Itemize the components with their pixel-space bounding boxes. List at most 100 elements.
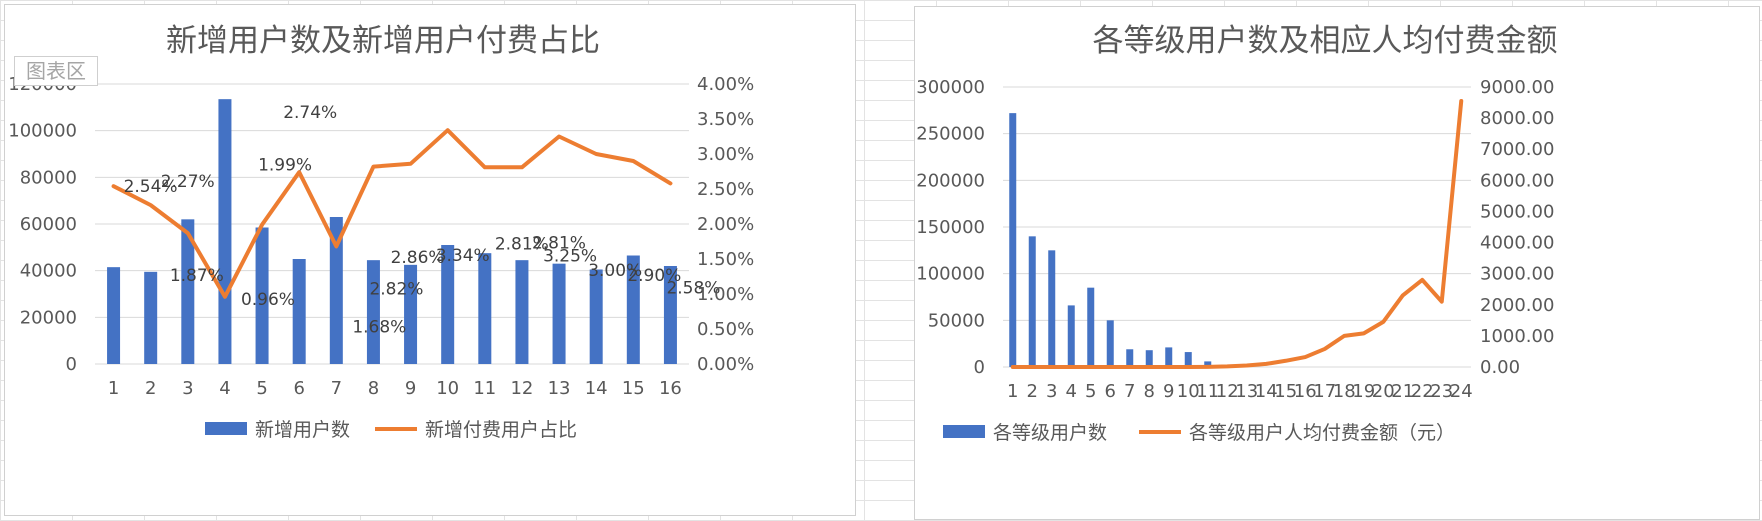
y-left-tick-label: 100000	[8, 121, 77, 142]
x-tick-label: 17	[1313, 381, 1336, 402]
data-label: 2.74%	[283, 103, 337, 123]
y-left-tick-label: 150000	[916, 217, 985, 238]
data-label: 1.99%	[258, 156, 312, 176]
bar	[515, 260, 529, 364]
bar	[1009, 113, 1017, 367]
y-right-tick-label: 1000.00	[1480, 326, 1554, 347]
bar	[292, 259, 306, 364]
x-tick-label: 3	[182, 378, 193, 399]
chart-1-svg: 新增用户数及新增用户付费占比 2.54%2.27% 1.87% 0.96% 1.99%…	[8, 23, 754, 441]
bar	[663, 266, 677, 364]
y-right-tick-label: 1.50%	[697, 249, 754, 270]
x-tick-label: 9	[405, 378, 416, 399]
bar	[626, 255, 640, 364]
bar	[144, 271, 158, 364]
data-label: 2.90%	[627, 266, 681, 286]
x-tick-label: 2	[1027, 381, 1038, 402]
bar	[441, 245, 455, 364]
legend-line-label: 各等级用户人均付费金额（元）	[1189, 422, 1455, 444]
legend-bar-label: 各等级用户数	[993, 422, 1107, 444]
y-right-tick-label: 3.50%	[697, 109, 754, 130]
y-right-tick-label: 3.00%	[697, 144, 754, 165]
x-tick-label: 16	[1294, 381, 1317, 402]
x-tick-label: 13	[548, 378, 571, 399]
y-left-tick-label: 60000	[20, 214, 77, 235]
y-right-tick-label: 9000.00	[1480, 77, 1554, 98]
x-tick-label: 15	[622, 378, 645, 399]
bar	[1087, 287, 1095, 367]
y-right-tick-label: 2000.00	[1480, 295, 1554, 316]
y-left-tick-label: 20000	[20, 307, 77, 328]
data-label: 2.58%	[666, 278, 720, 298]
chart-area-label: 图表区	[14, 56, 98, 86]
y-right-tick-label: 6000.00	[1480, 170, 1554, 191]
y-left-tick-label: 0	[974, 357, 985, 378]
y-left-tick-label: 80000	[20, 167, 77, 188]
x-tick-label: 12	[510, 378, 533, 399]
x-tick-label: 19	[1352, 381, 1375, 402]
data-label: 2.54%	[124, 177, 178, 197]
bar	[552, 263, 566, 364]
data-label: 2.86%	[391, 248, 445, 268]
chart-area-1[interactable]: 新增用户数及新增用户付费占比 2.54% 2.27% 1.87% 0.96% 1.99%…	[4, 4, 856, 516]
chart-2-title: 各等级用户数及相应人均付费金额	[1093, 23, 1558, 59]
legend-bar-label: 新增用户数	[255, 419, 350, 441]
y-right-tick-label: 0.00	[1480, 357, 1520, 378]
chart-1-title: 新增用户数及新增用户付费占比	[166, 23, 600, 59]
y-right-tick-label: 0.50%	[697, 319, 754, 340]
data-label: 1.68%	[352, 317, 406, 337]
bar	[1204, 361, 1212, 367]
data-label: 2.81%	[532, 233, 586, 253]
y-right-tick-label: 8000.00	[1480, 108, 1554, 129]
bar	[255, 227, 269, 364]
data-label: 3.34%	[436, 246, 490, 266]
legend-bar-swatch	[943, 425, 985, 438]
legend-line-label: 新增付费用户占比	[425, 419, 577, 441]
chart-2-svg: 各等级用户数及相应人均付费金额 0 50000 100000 150000 200000…	[916, 23, 1558, 444]
y-left-tick-label: 50000	[928, 310, 985, 331]
x-tick-label: 14	[1255, 381, 1278, 402]
x-tick-label: 18	[1333, 381, 1356, 402]
chart-area-2[interactable]: 各等级用户数及相应人均付费金额 0 50000 100000 150000 200000…	[914, 6, 1760, 520]
x-tick-label: 7	[331, 378, 342, 399]
x-tick-label: 12	[1216, 381, 1239, 402]
y-right-tick-label: 4.00%	[697, 74, 754, 95]
data-label: 2.81%	[495, 234, 549, 254]
x-tick-label: 3	[1046, 381, 1057, 402]
y-right-tick-label: 2.50%	[697, 179, 754, 200]
bar	[218, 99, 232, 365]
y-left-tick-label: 40000	[20, 261, 77, 282]
y-left-tick-label: 200000	[916, 170, 985, 191]
bar	[1145, 350, 1153, 367]
bar	[1048, 250, 1056, 367]
bar	[181, 219, 195, 364]
y-left-tick-label: 0	[66, 354, 77, 375]
x-tick-label: 11	[1196, 381, 1219, 402]
x-tick-label: 1	[1007, 381, 1018, 402]
x-tick-label: 4	[219, 378, 230, 399]
data-label: 2.82%	[369, 280, 423, 300]
x-tick-label: 15	[1274, 381, 1297, 402]
bar	[329, 217, 343, 364]
x-tick-label: 24	[1450, 381, 1473, 402]
x-tick-label: 23	[1430, 381, 1453, 402]
data-label: 3.25%	[543, 247, 597, 267]
y-right-tick-label: 5000.00	[1480, 201, 1554, 222]
x-tick-label: 11	[473, 378, 496, 399]
x-tick-label: 6	[293, 378, 304, 399]
data-label: 3.00%	[588, 261, 642, 281]
x-tick-label: 4	[1066, 381, 1077, 402]
y-right-tick-label: 1.00%	[697, 284, 754, 305]
x-tick-label: 7	[1124, 381, 1135, 402]
data-label: 1.87%	[170, 266, 224, 286]
x-tick-label: 16	[659, 378, 682, 399]
x-tick-label: 6	[1105, 381, 1116, 402]
y-right-tick-label: 0.00%	[697, 354, 754, 375]
bar	[1126, 349, 1134, 367]
x-tick-label: 8	[368, 378, 379, 399]
bar	[107, 267, 121, 364]
bar	[589, 269, 603, 364]
bar	[1106, 320, 1114, 367]
y-right-tick-label: 7000.00	[1480, 139, 1554, 160]
x-tick-label: 1	[108, 378, 119, 399]
